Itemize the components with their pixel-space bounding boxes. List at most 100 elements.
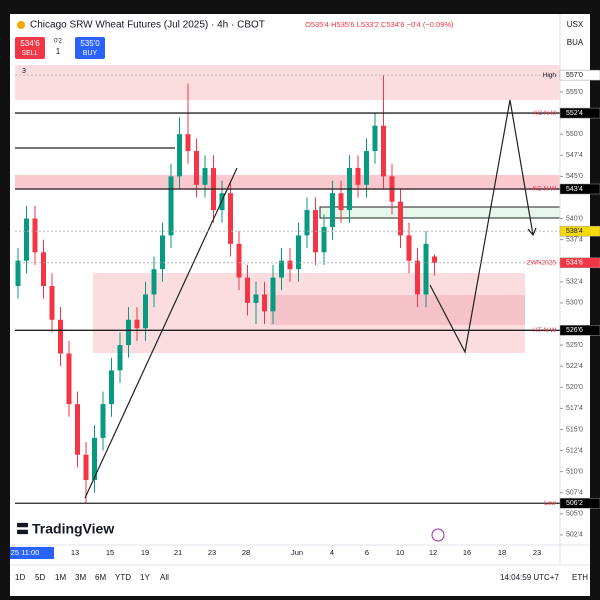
zone bbox=[15, 65, 560, 100]
y-tick-label: 537'4 bbox=[566, 236, 583, 243]
range-button[interactable]: 1D bbox=[15, 573, 25, 582]
x-tick-label: 28 bbox=[242, 548, 250, 557]
marker: 3 bbox=[22, 68, 26, 75]
range-button[interactable]: YTD bbox=[115, 573, 131, 582]
candle-body bbox=[109, 370, 114, 405]
y-tick-label: 510'0 bbox=[566, 468, 583, 475]
x-tick-label: 6 bbox=[365, 548, 369, 557]
candle-body bbox=[406, 235, 412, 261]
session: ETH bbox=[572, 573, 588, 582]
range-button[interactable]: 6M bbox=[95, 573, 106, 582]
candle-body bbox=[160, 235, 165, 270]
candle-body bbox=[100, 404, 106, 438]
x-tick-label: 4 bbox=[330, 548, 334, 557]
level-label: 534'6 bbox=[566, 260, 583, 267]
level-note: HT N W bbox=[533, 327, 557, 334]
x-tick-label: 15 bbox=[106, 548, 114, 557]
candle-body bbox=[423, 243, 429, 295]
level-label: 538'4 bbox=[566, 228, 583, 235]
x-tick-label: Jun bbox=[291, 548, 303, 557]
x-tick-label: 25 11:00 bbox=[11, 548, 40, 557]
candle-body bbox=[83, 454, 89, 481]
level-note: KC N M bbox=[533, 110, 556, 117]
candle-body bbox=[415, 260, 420, 295]
x-tick-label: 18 bbox=[498, 548, 506, 557]
candle-body bbox=[194, 151, 199, 185]
y-tick-label: 547'4 bbox=[566, 152, 583, 159]
projection bbox=[429, 99, 534, 354]
candle-body bbox=[381, 125, 386, 177]
y-tick-label: 522'4 bbox=[566, 363, 583, 370]
x-tick-label: 13 bbox=[71, 548, 79, 557]
candle-body bbox=[262, 294, 267, 312]
x-tick-label: 19 bbox=[141, 548, 149, 557]
y-tick-label: 512'4 bbox=[566, 447, 583, 454]
candle-body bbox=[143, 294, 148, 329]
level-box bbox=[559, 183, 600, 195]
level-label: 506'2 bbox=[566, 500, 583, 507]
logo-icon: 〓 bbox=[16, 521, 29, 536]
zone bbox=[270, 295, 525, 325]
level-box bbox=[559, 107, 600, 119]
range-button[interactable]: All bbox=[160, 573, 169, 582]
candle-body bbox=[151, 269, 157, 295]
candle-body bbox=[15, 260, 21, 287]
y-tick-label: 507'4 bbox=[566, 490, 583, 497]
zone bbox=[319, 206, 561, 219]
x-label-box bbox=[10, 547, 54, 559]
range-button[interactable]: 1M bbox=[55, 573, 66, 582]
y-tick-label: 532'4 bbox=[566, 279, 583, 286]
candle-body bbox=[364, 151, 369, 185]
y-tick-label: 540'0 bbox=[566, 215, 583, 222]
candle-body bbox=[228, 193, 233, 244]
level-box bbox=[559, 257, 600, 269]
candle-body bbox=[279, 260, 284, 278]
drawings bbox=[15, 99, 537, 499]
candle-body bbox=[270, 277, 276, 312]
x-tick-label: 23 bbox=[208, 548, 216, 557]
candle-body bbox=[168, 176, 174, 236]
candle-body bbox=[296, 235, 301, 270]
range-button[interactable]: 3M bbox=[75, 573, 86, 582]
title: Chicago SRW Wheat Futures (Jul 2025) · 4… bbox=[30, 20, 265, 31]
zone bbox=[15, 175, 560, 190]
level-label: 557'0 bbox=[566, 72, 583, 79]
icon bbox=[17, 21, 25, 29]
range-button[interactable]: 5D bbox=[35, 573, 45, 582]
candle-body bbox=[304, 210, 310, 236]
level-box bbox=[559, 69, 600, 81]
y-tick-label: 555'0 bbox=[566, 89, 583, 96]
x-tick-label: 21 bbox=[174, 548, 182, 557]
sell-label: SELL bbox=[21, 50, 38, 57]
x-tick-label: 10 bbox=[396, 548, 404, 557]
y-tick-label: 515'0 bbox=[566, 426, 583, 433]
candle-body bbox=[58, 319, 63, 354]
range-button[interactable]: 1Y bbox=[140, 573, 150, 582]
candle-body bbox=[24, 218, 29, 261]
y-tick-label: 517'4 bbox=[566, 405, 583, 412]
x-tick-label: 12 bbox=[429, 548, 437, 557]
level-box bbox=[559, 225, 600, 237]
candle-body bbox=[41, 252, 46, 287]
x-tick-label: 23 bbox=[533, 548, 541, 557]
candle-body bbox=[330, 193, 335, 227]
candle-body bbox=[92, 437, 97, 481]
candle-body bbox=[253, 294, 259, 303]
candle-body bbox=[355, 167, 361, 185]
candle-body bbox=[287, 260, 293, 270]
candle-body bbox=[66, 353, 72, 405]
buy-button[interactable] bbox=[75, 37, 105, 59]
candle-body bbox=[177, 134, 182, 177]
ohlc: O535'4 H535'6 L533'2 C534'6 −0'4 (−0.09%… bbox=[305, 20, 454, 29]
sell-button[interactable] bbox=[15, 37, 45, 59]
candle-body bbox=[134, 319, 140, 329]
logo: TradingView bbox=[32, 521, 114, 537]
toolbar: 1D 5D 1M 3M 6M YTD 1Y All bbox=[15, 573, 169, 582]
buy-price: 535'0 bbox=[80, 39, 100, 48]
trend-line bbox=[84, 167, 238, 499]
candle-body bbox=[185, 134, 191, 152]
candle-body bbox=[432, 256, 437, 263]
candle-body bbox=[117, 345, 123, 371]
candle-body bbox=[245, 277, 250, 303]
candle-body bbox=[75, 404, 80, 455]
